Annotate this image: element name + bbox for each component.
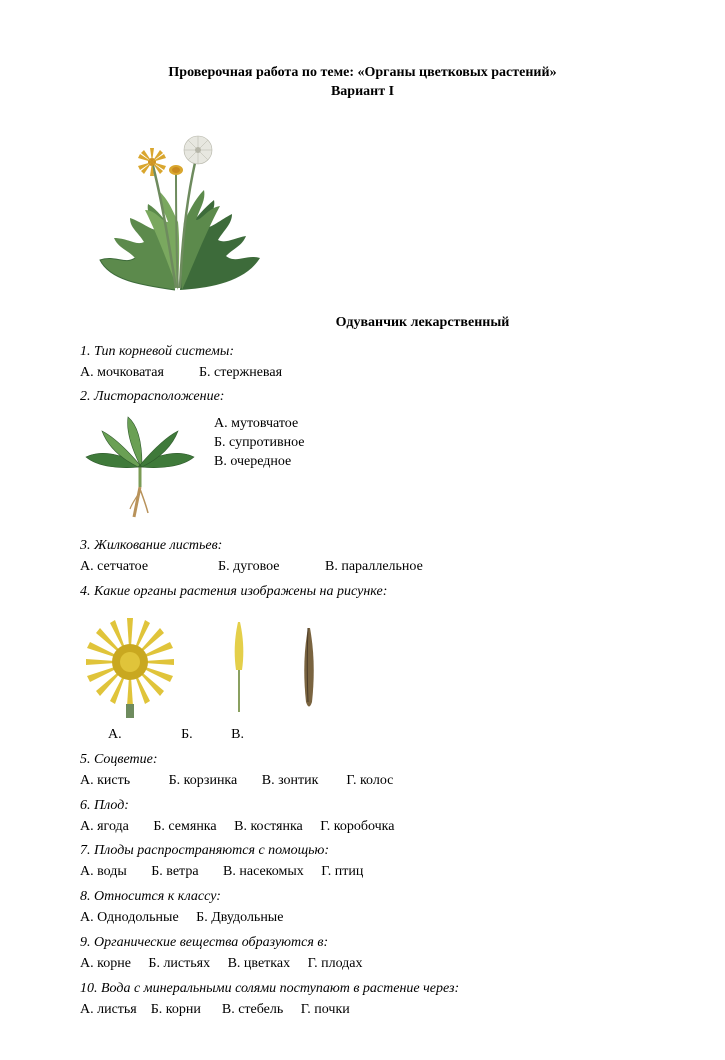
title-line-1: Проверочная работа по теме: «Органы цвет… [80,64,645,83]
q4-images-row [80,612,645,722]
q2-opt-c: В. очередное [214,453,304,472]
q8-options: А. Однодольные Б. Двудольные [80,909,645,928]
q5-options: А. кисть Б. корзинка В. зонтик Г. колос [80,772,645,791]
q6-options: А. ягода Б. семянка В. костянка Г. короб… [80,818,645,837]
title-line-2: Вариант I [80,83,645,102]
document-page: Проверочная работа по теме: «Органы цвет… [0,0,725,1060]
q10-options: А. листья Б. корни В. стебель Г. почки [80,1001,645,1020]
q2-opt-b: Б. супротивное [214,434,304,453]
q8-text: 8. Относится к классу: [80,888,645,907]
q2-opt-a: А. мутовчатое [214,415,304,434]
figure-caption: Одуванчик лекарственный [80,314,645,333]
q2-row: А. мутовчатое Б. супротивное В. очередно… [80,409,645,519]
q9-text: 9. Органические вещества образуются в: [80,934,645,953]
q3-text: 3. Жилкование листьев: [80,537,645,556]
q6-text: 6. Плод: [80,797,645,816]
q7-text: 7. Плоды распространяются с помощью: [80,842,645,861]
q4-labels: А. Б. В. [80,726,645,745]
q5-text: 5. Соцветие: [80,751,645,770]
q2-text: 2. Листорасположение: [80,388,645,407]
q10-text: 10. Вода с минеральными солями поступают… [80,980,645,999]
q1-options: А. мочковатая Б. стержневая [80,364,645,383]
q4-text: 4. Какие органы растения изображены на р… [80,583,645,602]
q4-image-b [214,612,264,722]
figure-dandelion [80,110,645,310]
q2-options: А. мутовчатое Б. супротивное В. очередно… [214,415,304,472]
sprout-illustration [80,409,200,519]
q4-image-a [80,612,190,722]
q7-options: А. воды Б. ветра В. насекомых Г. птиц [80,863,645,882]
q4-image-c [288,612,328,722]
q9-options: А. корне Б. листьях В. цветках Г. плодах [80,955,645,974]
q1-text: 1. Тип корневой системы: [80,343,645,362]
title-block: Проверочная работа по теме: «Органы цвет… [80,64,645,102]
dandelion-illustration [80,110,280,310]
q3-options: А. сетчатое Б. дуговое В. параллельное [80,558,645,577]
